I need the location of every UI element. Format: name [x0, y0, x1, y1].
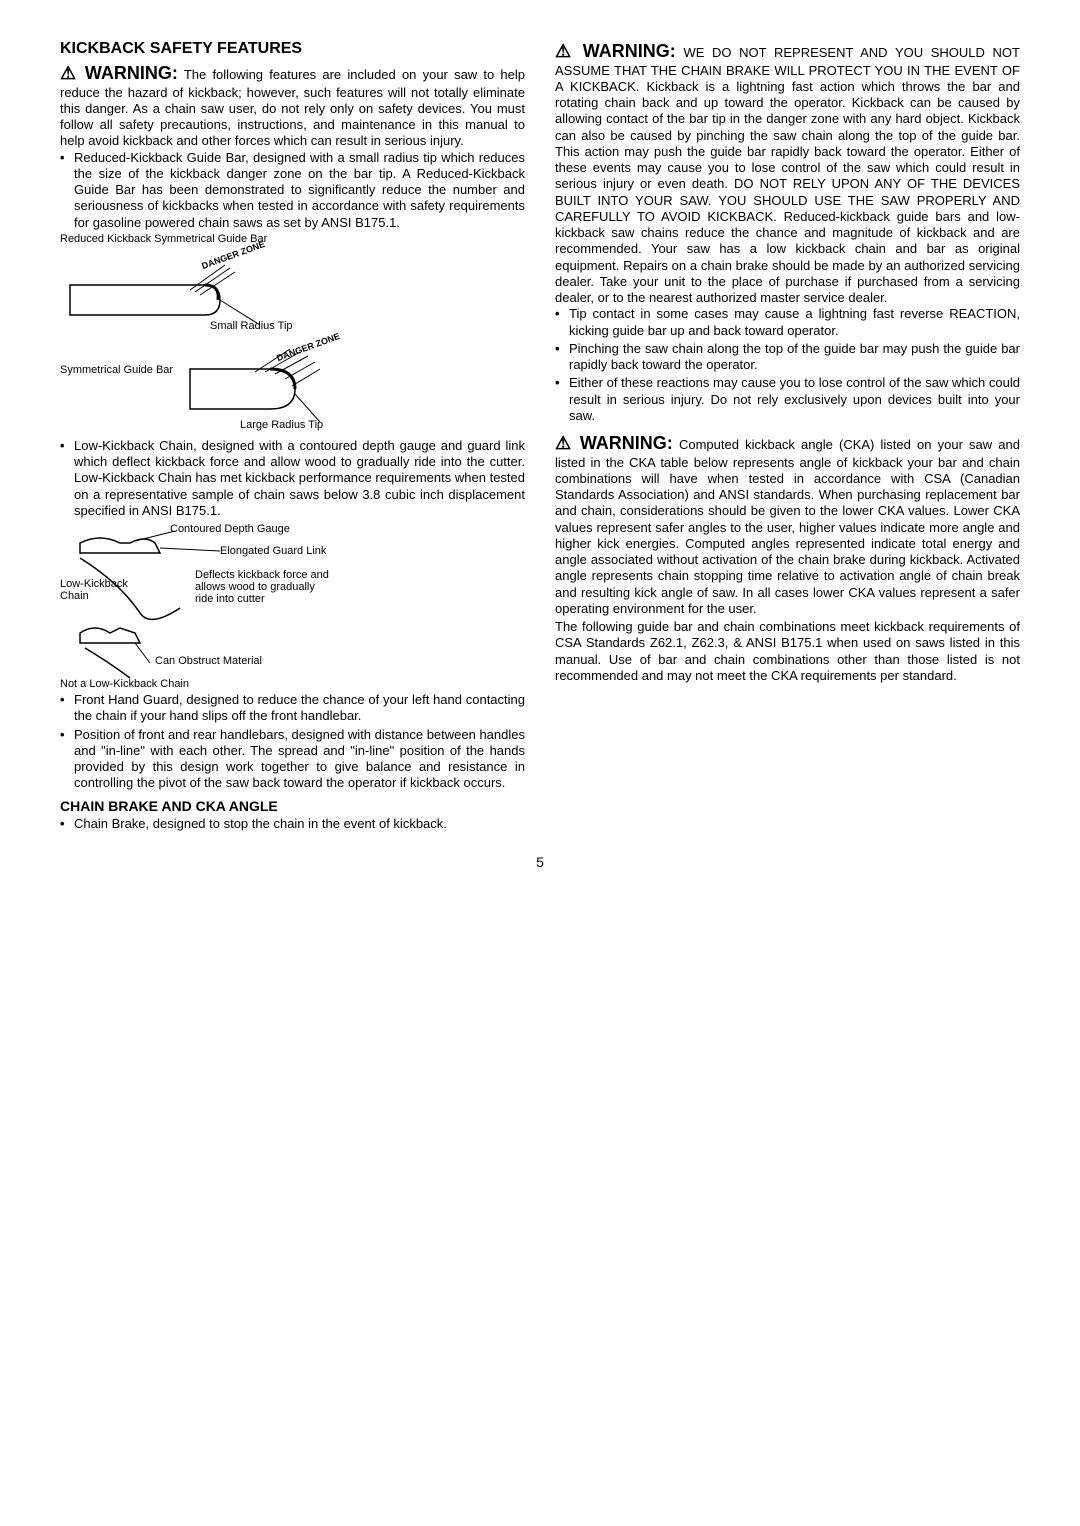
para-combinations: The following guide bar and chain combin… — [555, 619, 1020, 684]
left-column: KICKBACK SAFETY FEATURES ⚠ WARNING: The … — [60, 40, 525, 834]
chain-brake-title: CHAIN BRAKE AND CKA ANGLE — [60, 798, 525, 814]
diag1-caption: Reduced Kickback Symmetrical Guide Bar — [60, 233, 525, 246]
bullet-front-hand-guard: Front Hand Guard, designed to reduce the… — [60, 692, 525, 725]
diagram-reduced-kickback-bar: DANGER ZONE Small Radius Tip — [60, 250, 525, 340]
bullet-reduced-kickback: Reduced-Kickback Guide Bar, designed wit… — [60, 150, 525, 231]
warning-icon: ⚠ — [555, 433, 574, 453]
warning-block-right-2: ⚠ WARNING: Computed kickback angle (CKA)… — [555, 432, 1020, 617]
guard-link-label: Elongated Guard Link — [220, 545, 326, 557]
not-lowkick-label: Not a Low-Kickback Chain — [60, 678, 189, 690]
kickback-title: KICKBACK SAFETY FEATURES — [60, 40, 525, 58]
bullet-handlebar-position: Position of front and rear handlebars, d… — [60, 727, 525, 792]
warning-icon: ⚠ — [60, 63, 79, 83]
warning-text-right-2: Computed kickback angle (CKA) listed on … — [555, 437, 1020, 616]
warning-block-1: ⚠ WARNING: The following features are in… — [60, 62, 525, 150]
lowkick-chain-label: Low-Kickback Chain — [60, 578, 140, 602]
bullet-tip-contact: Tip contact in some cases may cause a li… — [555, 306, 1020, 339]
warning-label: WARNING: — [580, 433, 673, 453]
bullet-low-kickback-chain: Low-Kickback Chain, designed with a cont… — [60, 438, 525, 519]
bullet-chain-brake: Chain Brake, designed to stop the chain … — [60, 816, 525, 832]
warning-label: WARNING: — [85, 63, 178, 83]
warning-text-right-1: WE DO NOT REPRESENT AND YOU SHOULD NOT A… — [555, 45, 1020, 305]
diagram-symmetrical-bar: Symmetrical Guide Bar DANGER ZONE Large … — [60, 344, 525, 434]
obstruct-label: Can Obstruct Material — [155, 655, 262, 667]
bullet-pinching: Pinching the saw chain along the top of … — [555, 341, 1020, 374]
right-column: ⚠ WARNING: WE DO NOT REPRESENT AND YOU S… — [555, 40, 1020, 834]
deflects-label: Deflects kickback force and allows wood … — [195, 569, 335, 605]
warning-label: WARNING: — [583, 41, 676, 61]
contoured-label: Contoured Depth Gauge — [170, 523, 290, 535]
small-radius-tip-label: Small Radius Tip — [210, 320, 293, 332]
diagram-chain-cutters: Contoured Depth Gauge Elongated Guard Li… — [60, 523, 525, 688]
page-number: 5 — [60, 854, 1020, 870]
bullet-either-reaction: Either of these reactions may cause you … — [555, 375, 1020, 424]
warning-icon: ⚠ — [555, 41, 575, 61]
symmetrical-label: Symmetrical Guide Bar — [60, 364, 173, 376]
warning-block-right-1: ⚠ WARNING: WE DO NOT REPRESENT AND YOU S… — [555, 40, 1020, 306]
large-radius-tip-label: Large Radius Tip — [240, 419, 323, 431]
